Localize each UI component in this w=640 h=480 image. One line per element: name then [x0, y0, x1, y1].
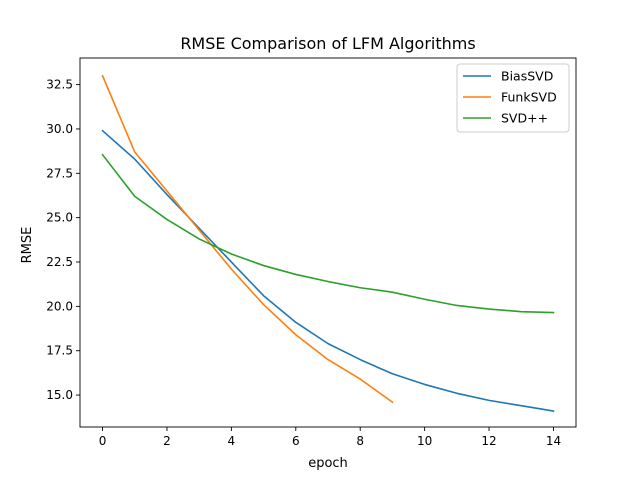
x-tick-label: 10	[417, 434, 432, 448]
y-axis-ticks: 15.0 17.5 20.0 22.5 25.0 27.5 30.0 32.5	[46, 78, 80, 402]
legend-label-1: FunkSVD	[501, 90, 557, 105]
x-tick-label: 0	[99, 434, 107, 448]
legend: BiasSVD FunkSVD SVD++	[456, 63, 570, 133]
series-line-2	[101, 153, 555, 314]
plot-area	[79, 57, 577, 428]
y-tick-label: 22.5	[46, 255, 73, 269]
x-tick-label: 8	[356, 434, 364, 448]
series-line-1	[101, 74, 394, 404]
legend-label-0: BiasSVD	[501, 69, 553, 84]
series-line-0	[101, 129, 555, 412]
x-axis-label: epoch	[308, 456, 348, 471]
chart-title: RMSE Comparison of LFM Algorithms	[180, 34, 475, 53]
y-tick-label: 17.5	[46, 344, 73, 358]
x-axis-ticks: 0 2 4 6 8 10 12 14	[99, 427, 561, 448]
x-tick-label: 6	[292, 434, 300, 448]
legend-label-2: SVD++	[501, 111, 548, 126]
x-tick-label: 4	[228, 434, 236, 448]
axes-frame	[79, 57, 577, 428]
x-tick-label: 12	[481, 434, 496, 448]
y-tick-label: 15.0	[46, 388, 73, 402]
y-tick-label: 32.5	[46, 78, 73, 92]
y-axis-label: RMSE	[20, 227, 35, 264]
legend-box	[456, 63, 570, 133]
y-tick-label: 27.5	[46, 166, 73, 180]
y-tick-label: 30.0	[46, 122, 73, 136]
x-tick-label: 14	[546, 434, 561, 448]
y-tick-label: 25.0	[46, 211, 73, 225]
y-tick-label: 20.0	[46, 299, 73, 313]
x-tick-label: 2	[163, 434, 171, 448]
